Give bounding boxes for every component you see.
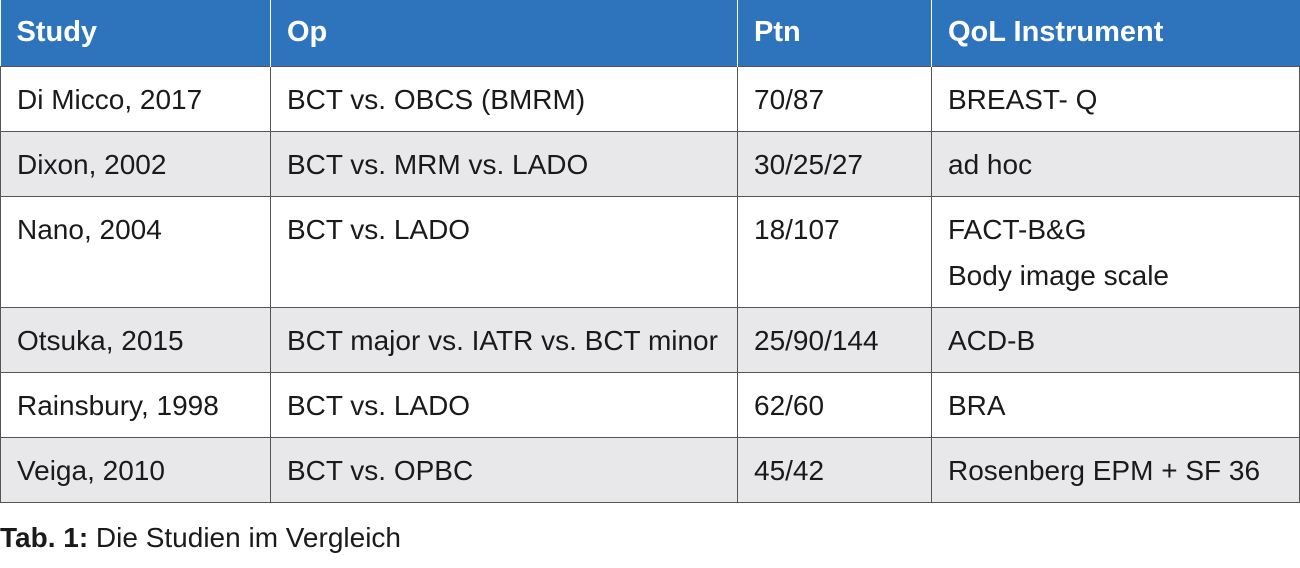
cell-qol-line: BRA: [948, 389, 1006, 421]
cell-qol-line: BREAST- Q: [948, 83, 1098, 115]
cell-study: Di Micco, 2017: [0, 65, 271, 132]
cell-op: BCT vs. LADO: [270, 371, 738, 438]
cell-study: Nano, 2004: [0, 195, 271, 308]
cell-ptn: 30/25/27: [737, 130, 932, 197]
cell-op: BCT vs. OBCS (BMRM): [270, 65, 738, 132]
cell-qol-line: Rosenberg EPM + SF 36: [948, 454, 1261, 486]
studies-table: Study Op Ptn QoL Instrument Di Micco, 20…: [0, 0, 1300, 503]
cell-qol-line: Body image scale: [948, 259, 1170, 291]
table-row: Rainsbury, 1998 BCT vs. LADO 62/60 BRA: [0, 371, 1300, 438]
cell-op: BCT vs. MRM vs. LADO: [270, 130, 738, 197]
cell-study: Rainsbury, 1998: [0, 371, 271, 438]
table-row: Di Micco, 2017 BCT vs. OBCS (BMRM) 70/87…: [0, 65, 1300, 132]
cell-qol: ACD-B: [931, 306, 1300, 373]
cell-ptn: 18/107: [737, 195, 932, 308]
cell-qol-line: ACD-B: [948, 324, 1036, 356]
table-row: Veiga, 2010 BCT vs. OPBC 45/42 Rosenberg…: [0, 436, 1300, 503]
header-op: Op: [270, 0, 738, 66]
header-qol-instrument: QoL Instrument: [931, 0, 1300, 66]
cell-ptn: 62/60: [737, 371, 932, 438]
caption-label: Tab. 1:: [0, 522, 89, 553]
cell-qol: Rosenberg EPM + SF 36: [931, 436, 1300, 503]
cell-op: BCT vs. OPBC: [270, 436, 738, 503]
cell-study: Veiga, 2010: [0, 436, 271, 503]
cell-qol: BRA: [931, 371, 1300, 438]
cell-qol-line: ad hoc: [948, 148, 1033, 180]
cell-study: Dixon, 2002: [0, 130, 271, 197]
cell-qol: FACT-B&G Body image scale: [931, 195, 1300, 308]
table-row: Dixon, 2002 BCT vs. MRM vs. LADO 30/25/2…: [0, 130, 1300, 197]
table-row: Otsuka, 2015 BCT major vs. IATR vs. BCT …: [0, 306, 1300, 373]
cell-qol: BREAST- Q: [931, 65, 1300, 132]
caption-text: Die Studien im Vergleich: [88, 522, 401, 553]
header-ptn: Ptn: [737, 0, 932, 66]
cell-op: BCT major vs. IATR vs. BCT minor: [270, 306, 738, 373]
cell-op: BCT vs. LADO: [270, 195, 738, 308]
table-row: Nano, 2004 BCT vs. LADO 18/107 FACT-B&G …: [0, 195, 1300, 308]
cell-ptn: 25/90/144: [737, 306, 932, 373]
table-caption: Tab. 1: Die Studien im Vergleich: [0, 520, 401, 556]
cell-qol-line: FACT-B&G: [948, 213, 1087, 245]
header-study: Study: [0, 0, 271, 66]
cell-ptn: 45/42: [737, 436, 932, 503]
cell-qol: ad hoc: [931, 130, 1300, 197]
cell-ptn: 70/87: [737, 65, 932, 132]
table-header-row: Study Op Ptn QoL Instrument: [0, 0, 1300, 66]
cell-study: Otsuka, 2015: [0, 306, 271, 373]
